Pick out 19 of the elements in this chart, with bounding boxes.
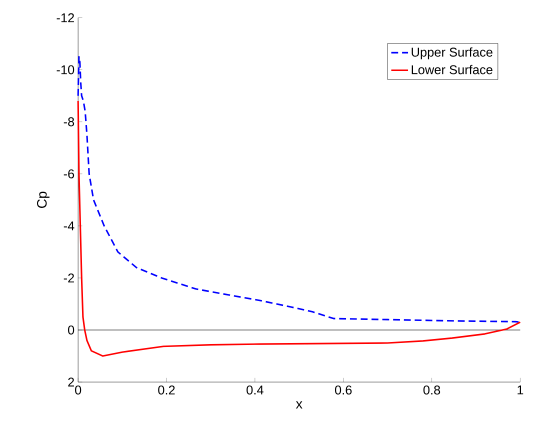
- x-tick-label: 0.8: [423, 385, 440, 394]
- y-tick-label: -10: [56, 65, 74, 74]
- line-series: [77, 100, 521, 357]
- y-tick-label: -2: [64, 273, 74, 282]
- x-tick-label: 0: [75, 385, 82, 394]
- y-tick-label: -6: [64, 169, 74, 178]
- legend-label: Lower Surface: [412, 64, 492, 74]
- y-tick-label: -8: [64, 117, 74, 126]
- y-tick-label: 0: [68, 325, 74, 334]
- y-tick-label: -12: [56, 13, 74, 22]
- x-tick-label: 0.2: [158, 385, 175, 394]
- y-tick-label: 2: [68, 378, 74, 386]
- y-tick-label: -4: [64, 221, 74, 230]
- y-axis-title: Cp: [37, 192, 50, 208]
- x-tick-label: 1: [518, 385, 524, 394]
- x-tick-label: 0.6: [334, 385, 352, 394]
- legend-label: Upper Surface: [412, 47, 492, 60]
- x-tick-label: 0.4: [246, 385, 264, 394]
- x-axis-title: x: [296, 401, 302, 408]
